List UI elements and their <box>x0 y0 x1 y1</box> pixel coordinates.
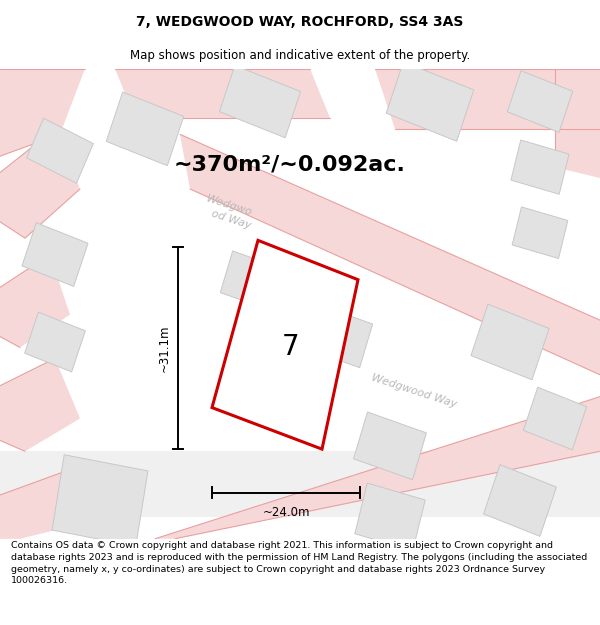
Text: 7: 7 <box>282 334 300 361</box>
Polygon shape <box>0 129 80 238</box>
Polygon shape <box>307 306 373 368</box>
Polygon shape <box>508 71 572 132</box>
Text: 7, WEDGWOOD WAY, ROCHFORD, SS4 3AS: 7, WEDGWOOD WAY, ROCHFORD, SS4 3AS <box>136 16 464 29</box>
Polygon shape <box>220 66 301 138</box>
Polygon shape <box>355 483 425 551</box>
Polygon shape <box>386 62 474 141</box>
Polygon shape <box>0 254 70 348</box>
Text: Contains OS data © Crown copyright and database right 2021. This information is : Contains OS data © Crown copyright and d… <box>11 541 587 586</box>
Text: Wedgwood Way: Wedgwood Way <box>370 372 458 410</box>
Polygon shape <box>512 207 568 259</box>
Polygon shape <box>484 464 556 536</box>
Text: ~370m²/~0.092ac.: ~370m²/~0.092ac. <box>174 155 406 175</box>
Polygon shape <box>220 251 290 313</box>
Text: Map shows position and indicative extent of the property.: Map shows position and indicative extent… <box>130 49 470 62</box>
Polygon shape <box>511 140 569 194</box>
Polygon shape <box>155 397 600 539</box>
Polygon shape <box>0 462 110 539</box>
Polygon shape <box>0 358 80 451</box>
Polygon shape <box>0 69 85 156</box>
Polygon shape <box>0 451 600 517</box>
Polygon shape <box>375 69 600 129</box>
Polygon shape <box>353 412 427 480</box>
Polygon shape <box>523 388 587 450</box>
Polygon shape <box>555 69 600 178</box>
Text: Wedgwo: Wedgwo <box>205 193 254 218</box>
Polygon shape <box>180 134 600 375</box>
Polygon shape <box>26 118 94 183</box>
Polygon shape <box>22 222 88 286</box>
Text: ~31.1m: ~31.1m <box>157 324 170 372</box>
Polygon shape <box>471 304 549 380</box>
Text: ~24.0m: ~24.0m <box>262 506 310 519</box>
Polygon shape <box>115 69 330 118</box>
Text: od Way: od Way <box>210 209 253 231</box>
Polygon shape <box>25 312 85 372</box>
Polygon shape <box>52 455 148 546</box>
Polygon shape <box>106 92 184 166</box>
Polygon shape <box>212 241 358 449</box>
